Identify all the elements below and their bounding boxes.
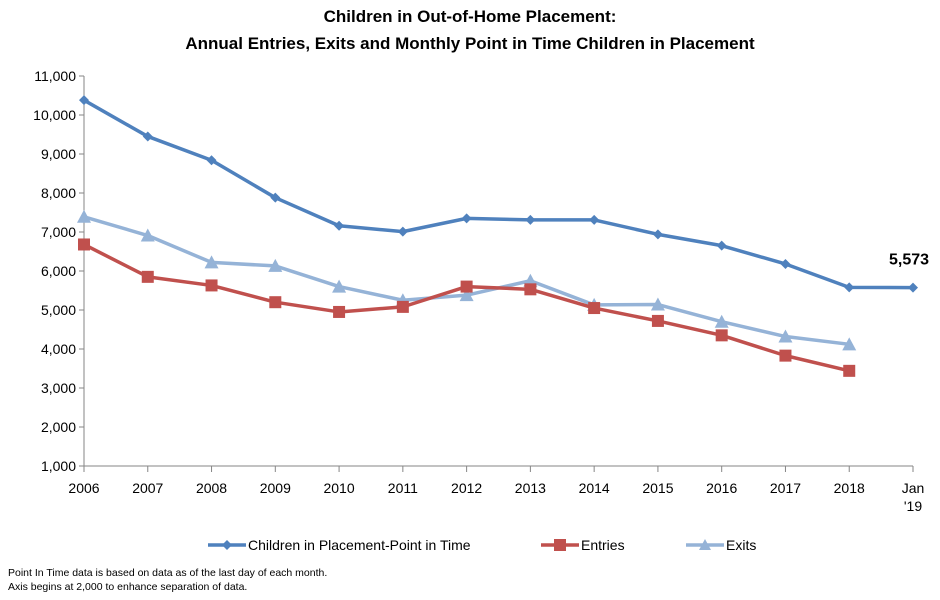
- y-tick-label: 7,000: [41, 224, 76, 240]
- data-point: [79, 95, 89, 106]
- data-point: [714, 314, 729, 328]
- data-point: [332, 279, 347, 293]
- legend: Children in Placement-Point in Time Entri…: [208, 537, 756, 553]
- y-tick-label: 3,000: [41, 380, 76, 396]
- y-tick-label: 1,000: [41, 458, 76, 474]
- data-point: [779, 349, 792, 362]
- chart-title-line-2: Annual Entries, Exits and Monthly Point …: [185, 34, 755, 53]
- y-tick-label: 4,000: [41, 341, 76, 357]
- x-tick-label: 2011: [388, 480, 418, 496]
- data-point: [778, 329, 793, 343]
- legend-marker: [222, 540, 232, 550]
- data-point: [77, 209, 91, 223]
- legend-item: Entries: [541, 537, 625, 553]
- data-point: [269, 296, 282, 309]
- y-tick-label: 9,000: [41, 146, 76, 162]
- data-point: [715, 329, 728, 342]
- annotation-layer: 5,573: [889, 252, 929, 269]
- x-tick-label: Jan: [902, 480, 925, 496]
- x-tick-label: 2016: [706, 480, 737, 496]
- data-point: [589, 214, 600, 225]
- data-point: [588, 302, 601, 315]
- x-tick-label: 2015: [642, 480, 673, 496]
- y-tick-label: 10,000: [33, 107, 76, 123]
- x-tick-label: 2017: [770, 480, 801, 496]
- legend-item: Children in Placement-Point in Time: [208, 537, 471, 553]
- y-tick-label: 6,000: [41, 263, 76, 279]
- x-tick-label: 2006: [68, 480, 99, 496]
- series-3: [77, 209, 857, 351]
- data-point: [459, 288, 474, 302]
- data-point: [78, 238, 90, 251]
- legend-label: Exits: [726, 537, 756, 553]
- data-point: [396, 300, 409, 313]
- x-tick-label: 2018: [834, 480, 865, 496]
- footnote-2: Axis begins at 2,000 to enhance separati…: [8, 581, 248, 593]
- data-point: [652, 229, 663, 240]
- x-tick-label: 2014: [579, 480, 610, 496]
- footnote-1: Point In Time data is based on data as o…: [8, 567, 328, 579]
- data-point: [844, 282, 855, 293]
- legend-marker: [699, 539, 711, 550]
- data-point: [140, 228, 155, 242]
- data-point: [270, 192, 281, 203]
- series-line: [83, 215, 850, 347]
- data-point: [650, 297, 665, 311]
- x-tick-label: 2007: [132, 480, 163, 496]
- data-point: [716, 240, 727, 251]
- data-point: [206, 155, 217, 166]
- legend-label: Children in Placement-Point in Time: [248, 537, 471, 553]
- legend-marker: [554, 539, 566, 551]
- x-tick-label: 2010: [323, 480, 354, 496]
- data-point: [334, 220, 345, 231]
- data-point: [524, 283, 537, 296]
- data-point: [397, 226, 408, 237]
- x-tick-label: 2012: [451, 480, 482, 496]
- data-point: [525, 214, 536, 225]
- series-line: [83, 98, 914, 290]
- y-tick-label: 11,000: [34, 68, 76, 84]
- data-point: [204, 255, 219, 269]
- series-layer: [77, 95, 918, 377]
- data-point: [651, 314, 664, 327]
- data-label: 5,573: [889, 252, 929, 269]
- axes: 1,000 2,000 3,000 4,000 5,000 6,000 7,000 8,000…: [33, 68, 924, 514]
- data-point: [460, 280, 473, 293]
- x-tick-label: '19: [904, 498, 922, 514]
- data-point: [908, 282, 918, 293]
- x-tick-label: 2008: [196, 480, 227, 496]
- series-1: [79, 95, 918, 293]
- data-point: [142, 131, 153, 142]
- data-point: [843, 364, 856, 377]
- series-line: [83, 242, 850, 373]
- y-tick-label: 5,000: [41, 302, 76, 318]
- x-tick-label: 2013: [515, 480, 546, 496]
- legend-item: Exits: [686, 537, 756, 553]
- data-point: [780, 258, 791, 269]
- data-point: [842, 337, 857, 351]
- chart-title-line-1: Children in Out-of-Home Placement:: [324, 7, 617, 26]
- data-point: [205, 279, 218, 292]
- y-tick-label: 2,000: [41, 419, 76, 435]
- data-point: [461, 213, 472, 224]
- legend-label: Entries: [581, 537, 625, 553]
- data-point: [141, 270, 154, 283]
- series-2: [78, 238, 856, 377]
- y-tick-label: 8,000: [41, 185, 76, 201]
- x-tick-label: 2009: [260, 480, 291, 496]
- data-point: [333, 305, 346, 318]
- data-point: [268, 258, 283, 272]
